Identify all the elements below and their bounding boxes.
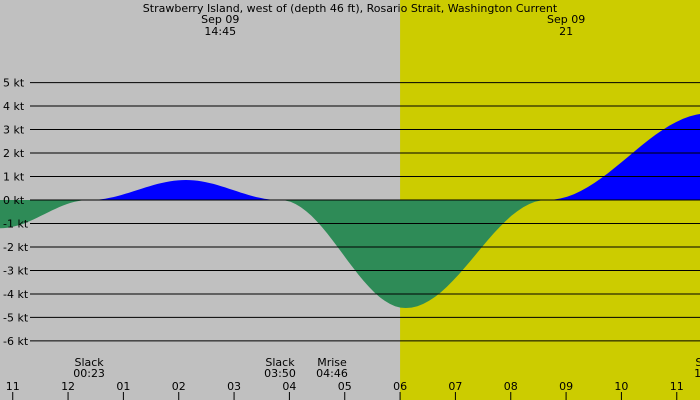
- bottom-event-labels: Slack00:23Slack03:50Mrise04:46Slack11:36…: [73, 356, 700, 380]
- x-tick-label: 12: [61, 380, 75, 393]
- top-date-label: Sep 09: [547, 13, 585, 26]
- event-label: Mrise: [317, 356, 347, 369]
- y-tick-label: 5 kt: [3, 77, 25, 90]
- ebb-area: [0, 200, 90, 229]
- x-tick-label: 11: [6, 380, 20, 393]
- x-tick-label: 05: [338, 380, 352, 393]
- x-tick-label: 02: [172, 380, 186, 393]
- y-tick-label: -6 kt: [3, 335, 29, 348]
- x-tick-label: 01: [116, 380, 130, 393]
- event-label: Slack: [74, 356, 104, 369]
- event-label: Slack: [265, 356, 295, 369]
- grid-lines: [30, 82, 700, 342]
- top-time-label: 14:45: [204, 25, 236, 38]
- y-tick-label: -3 kt: [3, 264, 29, 277]
- x-tick-label: 07: [448, 380, 462, 393]
- y-tick-label: -5 kt: [3, 311, 29, 324]
- event-label: Slack: [695, 356, 700, 369]
- event-time: 04:46: [316, 367, 348, 380]
- y-tick-label: 2 kt: [3, 147, 25, 160]
- y-tick-label: 0 kt: [3, 194, 25, 207]
- x-tick-label: 09: [559, 380, 573, 393]
- x-tick-label: 11: [670, 380, 684, 393]
- x-tick-label: 03: [227, 380, 241, 393]
- x-tick-label: 04: [282, 380, 296, 393]
- current-areas: [0, 114, 700, 308]
- event-time: 00:23: [73, 367, 105, 380]
- chart-title: Strawberry Island, west of (depth 46 ft)…: [143, 2, 558, 15]
- y-axis-labels: 5 kt 4 kt 3 kt 2 kt 1 kt 0 kt -1 kt -2 kt -3 kt -…: [3, 77, 29, 348]
- y-tick-label: -4 kt: [3, 288, 29, 301]
- flood-area: [89, 180, 286, 200]
- x-tick-label: 06: [393, 380, 407, 393]
- y-tick-label: -2 kt: [3, 241, 29, 254]
- flood-area: [546, 114, 700, 200]
- y-tick-label: 4 kt: [3, 100, 25, 113]
- ebb-area: [285, 200, 547, 308]
- top-time-label: 21: [559, 25, 573, 38]
- y-tick-label: -1 kt: [3, 217, 29, 230]
- x-tick-label: 10: [614, 380, 628, 393]
- x-axis-ticks: 1112010203040506070809101112010203040506…: [6, 380, 684, 400]
- event-time: 03:50: [264, 367, 296, 380]
- y-tick-label: 3 kt: [3, 124, 25, 137]
- event-time: 11:36: [694, 367, 700, 380]
- top-date-label: Sep 09: [201, 13, 239, 26]
- y-tick-label: 1 kt: [3, 171, 25, 184]
- x-tick-label: 08: [504, 380, 518, 393]
